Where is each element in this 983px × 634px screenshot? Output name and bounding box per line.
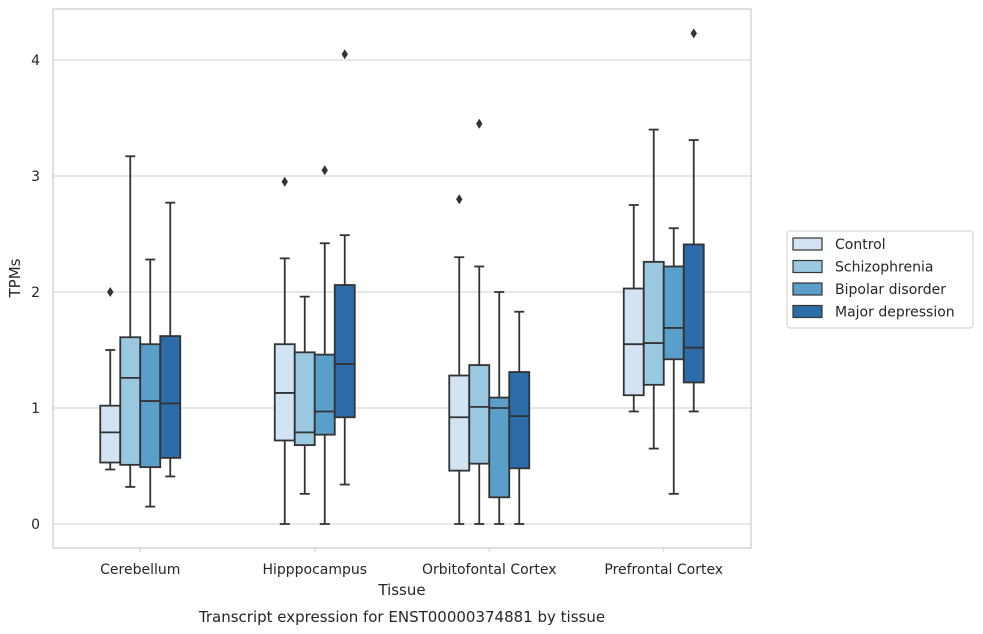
legend-swatch <box>792 259 823 274</box>
legend-swatch <box>792 304 823 319</box>
x-axis-label: Tissue <box>377 581 425 599</box>
outlier-point <box>321 165 328 176</box>
legend-swatch <box>792 282 823 296</box>
box-body <box>622 287 645 397</box>
legend-label: Schizophrenia <box>835 260 933 276</box>
box-1-0 <box>119 155 142 488</box>
outlier-point <box>690 28 697 39</box>
outlier-point <box>107 287 114 297</box>
box-body <box>488 396 511 499</box>
y-tick-label: 2 <box>31 285 40 301</box>
legend-label: Control <box>835 237 886 253</box>
legend: Control Schizophrenia Bipolar disorder Majo… <box>786 230 974 329</box>
box-body <box>682 243 705 384</box>
box-0-0 <box>99 287 122 471</box>
y-tick-label: 3 <box>31 169 40 185</box>
box-body <box>642 260 665 386</box>
box-body <box>448 374 471 472</box>
box-3-0 <box>159 201 182 478</box>
x-tick-label: Hipppocampus <box>262 562 367 578</box>
box-3-2 <box>508 310 531 525</box>
box-body <box>159 335 182 459</box>
box-3-3 <box>682 28 705 413</box>
y-axis-label: TPMs <box>6 258 24 298</box>
box-body <box>508 371 531 470</box>
y-tick-label: 4 <box>31 53 40 69</box>
x-tick-label: Prefrontal Cortex <box>604 562 723 578</box>
box-body <box>139 343 162 469</box>
outlier-point <box>341 49 348 60</box>
box-body <box>313 353 336 436</box>
x-tick-label: Orbitofontal Cortex <box>422 562 557 578</box>
box-3-1 <box>333 49 356 486</box>
y-tick-labels: 0 1 2 3 4 <box>31 53 40 533</box>
legend-swatch <box>792 237 823 251</box>
box-series <box>99 28 705 525</box>
x-tick-labels: Cerebellum Hipppocampus Orbitofontal Corte… <box>100 548 723 578</box>
x-tick-label: Cerebellum <box>100 562 180 578</box>
plot-frame <box>52 8 752 549</box>
box-body <box>99 404 122 464</box>
outlier-point <box>281 176 288 187</box>
box-body <box>333 284 356 419</box>
box-body <box>293 351 316 447</box>
legend-label: Major depression <box>835 305 955 321</box>
box-body <box>662 265 685 361</box>
outlier-point <box>476 118 483 129</box>
y-tick-label: 0 <box>31 517 40 533</box>
box-1-3 <box>642 128 665 450</box>
legend-label: Bipolar disorder <box>835 282 946 298</box>
chart-caption: Transcript expression for ENST0000037488… <box>198 608 605 626</box>
legend-frame <box>786 230 974 329</box>
box-2-3 <box>662 227 685 495</box>
box-2-0 <box>139 258 162 508</box>
box-body <box>119 336 142 466</box>
box-body <box>468 364 491 465</box>
box-2-1 <box>313 165 336 525</box>
y-tick-label: 1 <box>31 401 40 417</box>
outlier-point <box>456 194 463 205</box>
